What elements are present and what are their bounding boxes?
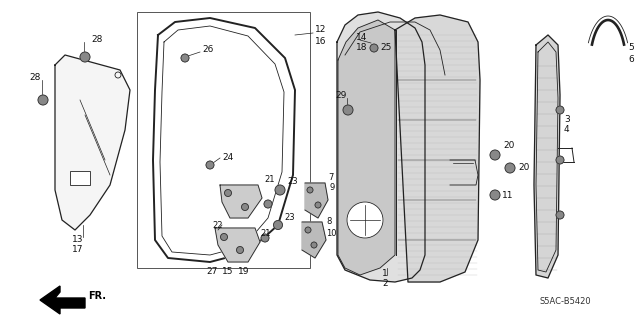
Circle shape <box>305 227 311 233</box>
Text: 26: 26 <box>202 46 213 55</box>
Text: 7: 7 <box>328 174 333 182</box>
Circle shape <box>370 44 378 52</box>
Text: 8: 8 <box>326 218 332 226</box>
Text: 12: 12 <box>315 26 326 34</box>
Text: 13: 13 <box>72 235 84 244</box>
Text: 21: 21 <box>264 175 275 184</box>
Text: 11: 11 <box>502 190 513 199</box>
Text: 29: 29 <box>335 91 346 100</box>
Text: 23: 23 <box>287 177 298 187</box>
Text: 28: 28 <box>29 73 40 83</box>
Text: 22: 22 <box>212 220 223 229</box>
Circle shape <box>505 163 515 173</box>
Text: FR.: FR. <box>88 291 106 301</box>
Polygon shape <box>215 228 260 262</box>
Polygon shape <box>220 185 262 218</box>
Circle shape <box>556 106 564 114</box>
Polygon shape <box>40 286 85 314</box>
Circle shape <box>490 150 500 160</box>
Circle shape <box>225 189 232 197</box>
Text: 15: 15 <box>222 268 234 277</box>
Polygon shape <box>395 15 480 282</box>
Text: 20: 20 <box>503 140 515 150</box>
Circle shape <box>206 161 214 169</box>
Text: 16: 16 <box>315 38 326 47</box>
Polygon shape <box>305 183 328 218</box>
Polygon shape <box>337 12 425 282</box>
Circle shape <box>273 220 282 229</box>
Text: 23: 23 <box>284 213 294 222</box>
Circle shape <box>556 211 564 219</box>
Circle shape <box>490 190 500 200</box>
Text: 5: 5 <box>628 43 634 53</box>
Circle shape <box>80 52 90 62</box>
Circle shape <box>307 187 313 193</box>
Circle shape <box>221 234 227 241</box>
Circle shape <box>343 105 353 115</box>
Circle shape <box>311 242 317 248</box>
Text: 1: 1 <box>382 269 388 278</box>
Circle shape <box>181 54 189 62</box>
Text: 4: 4 <box>564 125 570 135</box>
Circle shape <box>275 185 285 195</box>
Polygon shape <box>534 35 560 278</box>
Circle shape <box>347 202 383 238</box>
Polygon shape <box>338 20 395 275</box>
Text: 25: 25 <box>380 43 392 53</box>
Text: 20: 20 <box>518 164 529 173</box>
Text: 9: 9 <box>330 183 335 192</box>
Text: 17: 17 <box>72 246 84 255</box>
Text: 19: 19 <box>238 268 250 277</box>
Text: S5AC-B5420: S5AC-B5420 <box>539 298 591 307</box>
Text: 6: 6 <box>628 56 634 64</box>
Circle shape <box>261 234 269 242</box>
Circle shape <box>38 95 48 105</box>
Text: 14: 14 <box>356 33 367 42</box>
Circle shape <box>237 247 243 254</box>
Polygon shape <box>302 222 326 258</box>
Text: 21: 21 <box>260 228 271 238</box>
Text: 28: 28 <box>91 35 102 44</box>
Circle shape <box>264 200 272 208</box>
Text: 10: 10 <box>326 228 337 238</box>
Text: 24: 24 <box>222 152 233 161</box>
Polygon shape <box>55 55 130 230</box>
Text: 2: 2 <box>382 278 388 287</box>
Circle shape <box>556 156 564 164</box>
Text: 3: 3 <box>564 115 570 124</box>
Circle shape <box>241 204 248 211</box>
Circle shape <box>315 202 321 208</box>
Bar <box>137 12 310 268</box>
Text: 27: 27 <box>206 268 218 277</box>
Text: 18: 18 <box>356 43 367 53</box>
Bar <box>70 171 90 185</box>
